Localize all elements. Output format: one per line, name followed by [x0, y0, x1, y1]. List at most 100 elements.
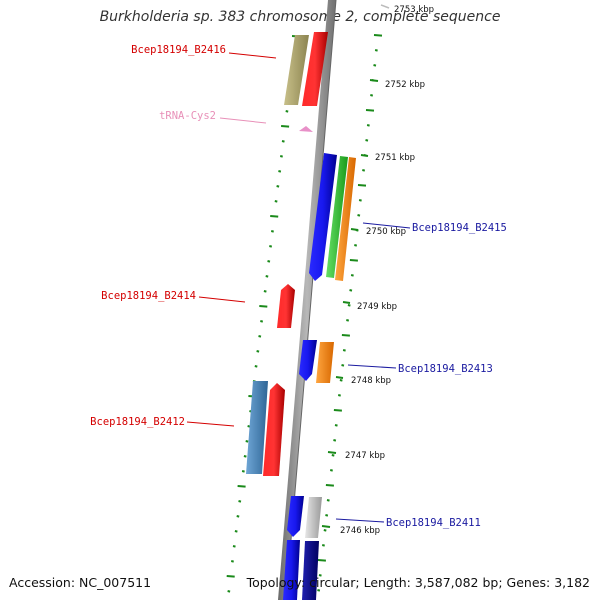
tick-mark	[358, 199, 362, 202]
gene-label-b2412[interactable]: Bcep18194_B2412	[90, 416, 185, 428]
tick-mark	[370, 94, 374, 97]
trna-cys2-feature[interactable]	[299, 126, 313, 132]
tick-mark	[269, 245, 273, 248]
tick-mark	[329, 469, 333, 472]
tick-mark	[341, 364, 345, 367]
tick-mark	[321, 544, 325, 547]
tick-mark	[236, 515, 240, 518]
kbp-label: 2747 kbp	[345, 451, 385, 461]
tick-mark	[325, 484, 334, 487]
tick-mark	[333, 409, 342, 412]
gene-b2416-red-feature[interactable]	[302, 32, 328, 106]
gene-label-b2414[interactable]: Bcep18194_B2414	[101, 290, 196, 302]
kbp-label: 2749 kbp	[357, 302, 397, 312]
gene-b2415-green-feature[interactable]	[326, 156, 348, 278]
gene-b2415-blue-feature[interactable]	[309, 153, 337, 281]
tick-mark	[325, 514, 329, 517]
tick-mark	[318, 574, 322, 577]
tick-mark	[373, 34, 383, 37]
tick-mark	[270, 215, 279, 218]
gene-b2412-red-feature[interactable]	[263, 383, 285, 476]
gene-b2411-blue-feature[interactable]	[287, 496, 304, 537]
kbp-label: 2752 kbp	[385, 80, 425, 90]
tick-mark	[274, 200, 278, 203]
tick-mark	[232, 545, 236, 548]
tick-mark	[245, 440, 249, 443]
tick-mark	[317, 559, 326, 562]
tick-mark	[339, 379, 343, 382]
tick-mark	[347, 304, 351, 307]
tick-mark	[365, 139, 369, 142]
tick-mark	[226, 575, 235, 578]
tick-mark	[331, 454, 335, 457]
tick-mark	[263, 290, 267, 293]
tick-mark	[276, 185, 280, 188]
tick-mark	[350, 274, 354, 277]
tick-mark	[373, 64, 377, 67]
gene-b2413-blue-feature[interactable]	[299, 340, 317, 381]
gene-label-b2411[interactable]: Bcep18194_B2411	[386, 517, 481, 529]
tick-mark	[334, 424, 338, 427]
tick-mark	[234, 530, 238, 533]
tick-mark	[270, 230, 274, 233]
gene-b2413-orange-feature[interactable]	[316, 342, 334, 383]
tick-mark	[237, 485, 246, 488]
tick-mark	[357, 214, 361, 217]
gene-extra-blue-feature[interactable]	[283, 540, 300, 600]
tick-mark	[337, 394, 341, 397]
gene-label-b2416[interactable]: Bcep18194_B2416	[131, 44, 226, 56]
gene-b2412-steel-feature[interactable]	[246, 381, 268, 474]
gene-b2414-feature[interactable]	[277, 284, 295, 328]
tick-mark	[357, 184, 367, 187]
backbone-ring	[278, 0, 336, 600]
tick-mark	[374, 49, 378, 52]
topology-summary: Topology: circular; Length: 3,587,082 bp…	[246, 575, 590, 590]
tick-mark	[256, 350, 260, 353]
tick-mark	[333, 439, 337, 442]
tick-mark	[227, 590, 231, 593]
tick-mark	[285, 110, 289, 113]
tick-mark	[267, 260, 271, 263]
kbp-label: 2746 kbp	[340, 526, 380, 536]
tick-mark	[230, 560, 234, 563]
tick-mark	[342, 349, 346, 352]
tick-mark	[323, 529, 327, 532]
tick-mark	[243, 455, 247, 458]
tick-mark	[317, 589, 321, 592]
tick-mark	[362, 169, 366, 172]
tick-mark	[349, 289, 353, 292]
accession-text: Accession: NC_007511	[9, 575, 152, 590]
tick-mark	[260, 320, 264, 323]
kbp-label: 2748 kbp	[351, 376, 391, 386]
tick-mark	[346, 319, 350, 322]
tick-mark	[258, 335, 262, 338]
tick-mark	[354, 244, 358, 247]
tick-mark	[265, 275, 269, 278]
tick-mark	[366, 124, 370, 127]
gene-label-b2415[interactable]: Bcep18194_B2415	[412, 222, 507, 234]
tick-mark	[238, 500, 242, 503]
gene-label-b2413[interactable]: Bcep18194_B2413	[398, 363, 493, 375]
tick-mark	[326, 499, 330, 502]
tick-mark	[281, 140, 285, 143]
gene-extra-navy-feature[interactable]	[302, 541, 319, 600]
map-title: Burkholderia sp. 383 chromosome 2, compl…	[99, 9, 501, 25]
tick-mark	[365, 109, 375, 112]
tick-mark	[281, 125, 290, 128]
tick-mark	[279, 155, 283, 158]
gene-features	[246, 32, 356, 600]
tick-mark	[341, 334, 350, 337]
tick-mark	[241, 470, 245, 473]
tick-mark	[278, 170, 282, 173]
kbp-label: 2753 kbp	[394, 5, 434, 15]
gene-b2416-feature[interactable]	[284, 35, 309, 105]
outer-tick-ring	[317, 34, 383, 592]
gene-b2415-orange-feature[interactable]	[335, 157, 356, 281]
gene-labels: Bcep18194_B2416 tRNA-Cys2 Bcep18194_B241…	[90, 44, 507, 529]
tick-mark	[259, 305, 268, 308]
kbp-scale: 2753 kbp 2752 kbp 2751 kbp 2750 kbp 2749…	[321, 4, 434, 536]
gene-b2411-gray-feature[interactable]	[305, 497, 322, 538]
kbp-label: 2750 kbp	[366, 227, 406, 237]
gene-label-trna[interactable]: tRNA-Cys2	[159, 110, 216, 122]
